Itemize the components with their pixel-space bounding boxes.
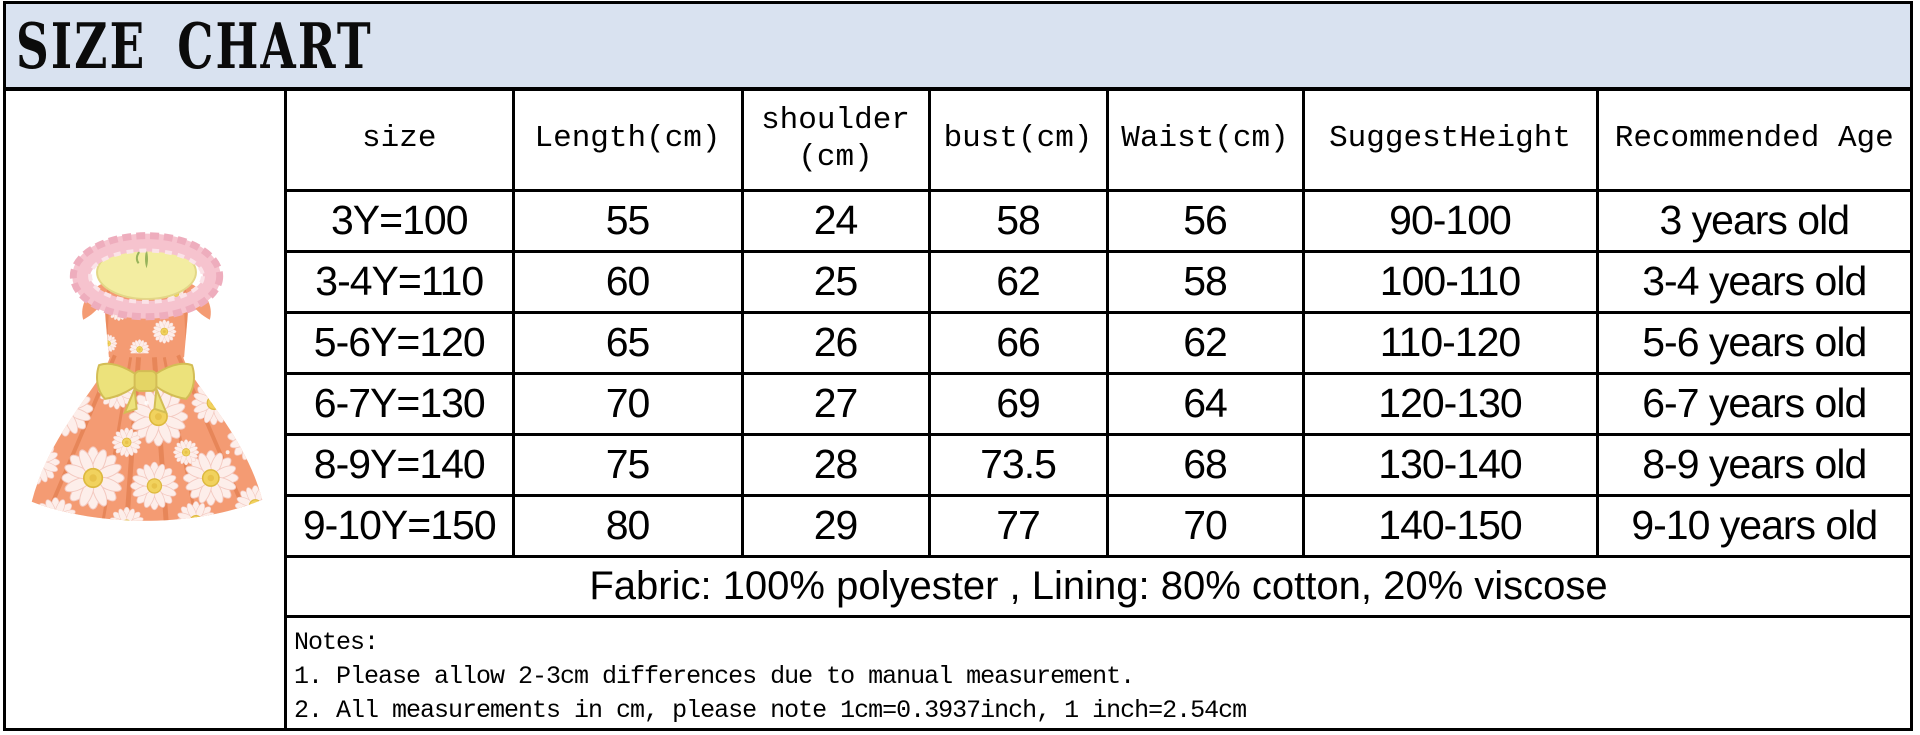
table-cell: 62 [1105, 310, 1305, 375]
col-header-size: size [287, 91, 515, 192]
page-title: SIZE CHART [16, 8, 373, 83]
table-row: 3Y=100 55 24 58 56 90-100 3 years old [287, 188, 1910, 253]
col-header-suggest-height: SuggestHeight [1301, 91, 1599, 192]
table-cell: 8-9 years old [1595, 432, 1910, 497]
table-cell: 80 [511, 493, 744, 558]
table-cell: 140-150 [1301, 493, 1599, 558]
size-table-area: size Length(cm) shoulder (cm) bust(cm) W… [287, 91, 1910, 728]
table-cell: 3 years old [1595, 188, 1910, 253]
table-cell: 27 [740, 371, 931, 436]
col-header-waist: Waist(cm) [1105, 91, 1305, 192]
notes-heading: Notes: [294, 627, 379, 657]
table-cell: 60 [511, 249, 744, 314]
table-cell: 130-140 [1301, 432, 1599, 497]
notes-section: Notes: 1. Please allow 2-3cm differences… [287, 618, 1910, 729]
table-cell: 65 [511, 310, 744, 375]
table-cell: 58 [1105, 249, 1305, 314]
table-cell: 6-7Y=130 [287, 371, 515, 436]
table-row: 5-6Y=120 65 26 66 62 110-120 5-6 years o… [287, 310, 1910, 375]
table-cell: 73.5 [927, 432, 1109, 497]
table-cell: 28 [740, 432, 931, 497]
table-cell: 9-10 years old [1595, 493, 1910, 558]
table-cell: 24 [740, 188, 931, 253]
table-cell: 58 [927, 188, 1109, 253]
table-cell: 3-4Y=110 [287, 249, 515, 314]
table-row: 8-9Y=140 75 28 73.5 68 130-140 8-9 years… [287, 432, 1910, 497]
col-header-recommended-age: Recommended Age [1595, 91, 1910, 192]
col-header-shoulder: shoulder (cm) [740, 91, 931, 192]
table-row: 3-4Y=110 60 25 62 58 100-110 3-4 years o… [287, 249, 1910, 314]
table-cell: 110-120 [1301, 310, 1599, 375]
table-cell: 5-6Y=120 [287, 310, 515, 375]
table-cell: 90-100 [1301, 188, 1599, 253]
table-row: 6-7Y=130 70 27 69 64 120-130 6-7 years o… [287, 371, 1910, 436]
table-cell: 62 [927, 249, 1109, 314]
table-cell: 68 [1105, 432, 1305, 497]
table-cell: 29 [740, 493, 931, 558]
note-item: 2. All measurements in cm, please note 1… [294, 695, 1247, 725]
table-row: 9-10Y=150 80 29 77 70 140-150 9-10 years… [287, 493, 1910, 558]
dress-product-image [31, 232, 263, 521]
table-cell: 120-130 [1301, 371, 1599, 436]
fabric-note-row: Fabric: 100% polyester , Lining: 80% cot… [287, 554, 1910, 618]
product-image-column [6, 91, 287, 728]
fabric-note: Fabric: 100% polyester , Lining: 80% cot… [287, 554, 1910, 618]
table-cell: 26 [740, 310, 931, 375]
table-cell: 9-10Y=150 [287, 493, 515, 558]
table-cell: 8-9Y=140 [287, 432, 515, 497]
table-cell: 69 [927, 371, 1109, 436]
note-item: 1. Please allow 2-3cm differences due to… [294, 661, 1135, 691]
table-cell: 70 [1105, 493, 1305, 558]
table-cell: 75 [511, 432, 744, 497]
col-header-bust: bust(cm) [927, 91, 1109, 192]
col-header-length: Length(cm) [511, 91, 744, 192]
sheet-body: size Length(cm) shoulder (cm) bust(cm) W… [6, 91, 1910, 728]
table-cell: 6-7 years old [1595, 371, 1910, 436]
table-cell: 64 [1105, 371, 1305, 436]
size-table: size Length(cm) shoulder (cm) bust(cm) W… [287, 91, 1910, 618]
table-cell: 100-110 [1301, 249, 1599, 314]
size-chart-sheet: SIZE CHART [3, 1, 1913, 731]
table-cell: 77 [927, 493, 1109, 558]
table-cell: 3Y=100 [287, 188, 515, 253]
table-cell: 5-6 years old [1595, 310, 1910, 375]
table-header-row: size Length(cm) shoulder (cm) bust(cm) W… [287, 91, 1910, 192]
table-cell: 70 [511, 371, 744, 436]
banner: SIZE CHART [6, 4, 1910, 91]
table-cell: 56 [1105, 188, 1305, 253]
table-cell: 55 [511, 188, 744, 253]
table-cell: 66 [927, 310, 1109, 375]
table-cell: 25 [740, 249, 931, 314]
table-cell: 3-4 years old [1595, 249, 1910, 314]
